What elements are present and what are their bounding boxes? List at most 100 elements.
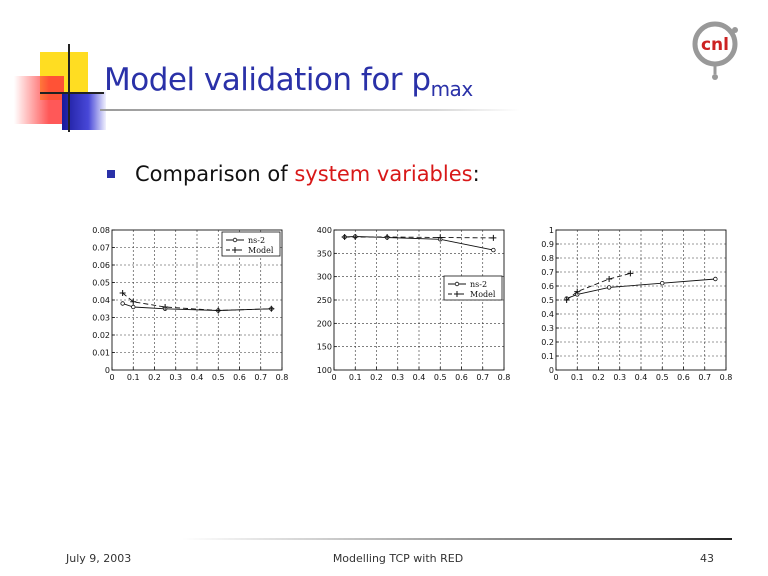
y-tick-label: 0.01 [92,349,110,358]
x-tick-label: 0.5 [656,373,669,382]
x-tick-label: 0.1 [349,373,362,382]
legend-label: ns-2 [470,280,487,289]
x-tick-label: 0.2 [592,373,605,382]
data-point [606,285,612,290]
data-point [627,270,634,277]
footer-rule [182,538,732,540]
decor-red-square [14,76,64,124]
legend-label: Model [470,290,496,299]
y-tick-label: 0.2 [541,338,554,347]
y-tick-label: 0.9 [541,240,554,249]
x-tick-label: 0.3 [169,373,182,382]
data-point [352,234,359,240]
y-tick-label: 0.6 [541,282,554,291]
plot-frame [555,229,727,371]
series-2 [119,290,275,314]
decor-vertical-line [68,44,70,132]
x-tick-label: 0.7 [254,373,267,382]
footer-date: July 9, 2003 [66,552,132,565]
data-point [660,281,665,286]
title-rule [100,109,520,111]
y-tick-label: 0.05 [92,279,110,288]
plot-frame [333,229,505,371]
chart-3-svg: 0 0.1 0.2 0.3 0.4 0.5 0.6 0.7 0.8 0 0.1 0.2 0.3 0.4 0.… [541,226,733,382]
x-tick-label: 0.4 [635,373,648,382]
x-tick-label: 0.6 [233,373,246,382]
series-line [566,272,631,301]
data-point [130,298,137,305]
data-point [131,304,136,310]
y-tick-label: 400 [317,226,332,235]
data-point [119,290,126,296]
bullet-item: Comparison of system variables: [107,162,480,186]
y-tick-label: 300 [317,273,332,282]
x-tick-label: 0.6 [677,373,690,382]
legend-box [221,231,281,257]
y-tick-label: 0.4 [541,310,554,319]
x-tick-label: 0.3 [391,373,404,382]
x-tick-label: 0.7 [698,373,711,382]
data-point [490,234,497,241]
y-tick-label: 0.07 [92,244,110,253]
x-tick-label: 0 [553,373,558,382]
chart-1-svg: 0 0.1 0.2 0.3 0.4 0.5 0.6 0.7 0.8 0 0.01 0.02 0.03 0.… [92,226,288,382]
y-tick-label: 150 [317,343,332,352]
y-tick-label: 100 [317,366,332,375]
y-tick-label: 0 [549,366,554,375]
y-tick-label: 0.08 [92,226,110,235]
legend-marker [454,281,460,287]
y-tick-label: 350 [317,249,332,258]
title-main: Model validation for p [104,62,431,98]
y-tick-label: 0.02 [92,331,110,340]
page-number: 43 [700,552,714,565]
data-point [491,247,496,253]
data-point [162,304,169,310]
legend-label: Model [248,246,274,255]
chart-2: 0 0.1 0.2 0.3 0.4 0.5 0.6 0.7 0.8 100 150 200 250 300… [308,222,518,412]
series-line [122,292,272,311]
x-tick-label: 0.1 [571,373,584,382]
title-subscript: max [430,77,474,101]
x-tick-label: 0.2 [370,373,383,382]
y-tick-label: 200 [317,319,332,328]
decor-horizontal-line [40,92,104,94]
x-tick-label: 0.3 [613,373,626,382]
y-tick-label: 0.5 [541,296,554,305]
data-point [437,234,444,241]
y-tick-label: 0.04 [92,296,110,305]
x-tick-label: 0.1 [127,373,140,382]
x-tick-label: 0.2 [148,373,161,382]
series-1 [564,276,718,301]
data-point [574,288,581,295]
chart-3: 0 0.1 0.2 0.3 0.4 0.5 0.6 0.7 0.8 0 0.1 0.2 0.3 0.4 0.… [530,222,740,412]
x-tick-label: 0.4 [413,373,426,382]
series-2 [341,234,497,241]
x-tick-label: 0 [331,373,336,382]
x-tick-label: 0 [109,373,114,382]
bullet-square-icon [107,169,115,178]
bullet-lead: Comparison of [135,162,295,186]
data-point [268,305,275,312]
data-point [713,276,718,282]
cnl-logo-icon: cnl [688,18,742,82]
legend-marker [232,247,238,253]
x-tick-label: 0.7 [476,373,489,382]
x-tick-label: 0.5 [434,373,447,382]
legend-box [443,275,503,301]
slide-title: Model validation for pmax [104,62,473,101]
legend-marker [454,291,460,297]
x-tick-label: 0.8 [720,373,733,382]
series-2 [563,270,634,303]
y-tick-label: 0.03 [92,314,110,323]
x-tick-label: 0.4 [191,373,204,382]
data-point [120,301,125,306]
chart-2-svg: 0 0.1 0.2 0.3 0.4 0.5 0.6 0.7 0.8 100 150 200 250 300… [317,226,511,382]
logo-text: cnl [701,35,729,55]
bullet-tail: : [472,162,480,186]
y-tick-label: 0.3 [541,324,554,333]
y-tick-label: 0 [105,366,110,375]
footer-title: Modelling TCP with RED [332,552,464,565]
bullet-highlight: system variables [294,162,473,186]
